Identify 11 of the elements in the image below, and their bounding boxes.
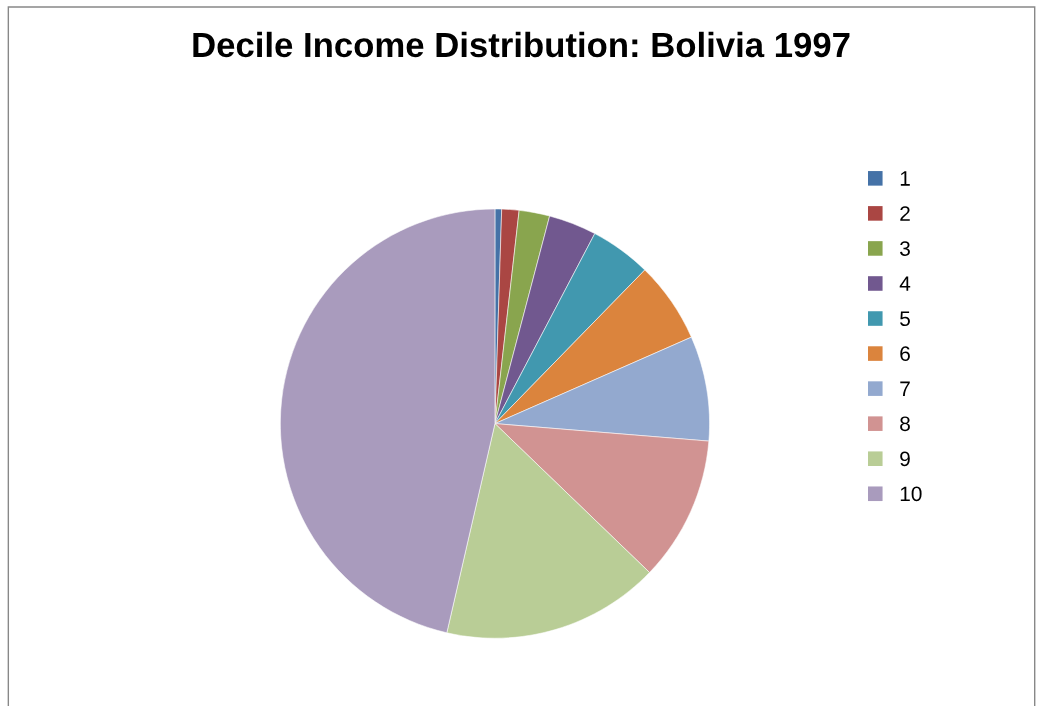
legend-label: 6 bbox=[900, 346, 910, 362]
legend-label: 8 bbox=[900, 416, 910, 432]
legend-label: 7 bbox=[900, 381, 910, 396]
legend-label: 2 bbox=[900, 206, 910, 221]
legend-label: 5 bbox=[900, 311, 910, 327]
legend-label: 1 bbox=[900, 171, 910, 186]
legend-label: 9 bbox=[900, 451, 910, 467]
legend-label: 4 bbox=[899, 276, 911, 291]
legend-label: 10 bbox=[900, 486, 922, 502]
chart-title: Decile Income Distribution: Bolivia 1997 bbox=[193, 31, 850, 58]
legend-label: 3 bbox=[900, 241, 910, 256]
